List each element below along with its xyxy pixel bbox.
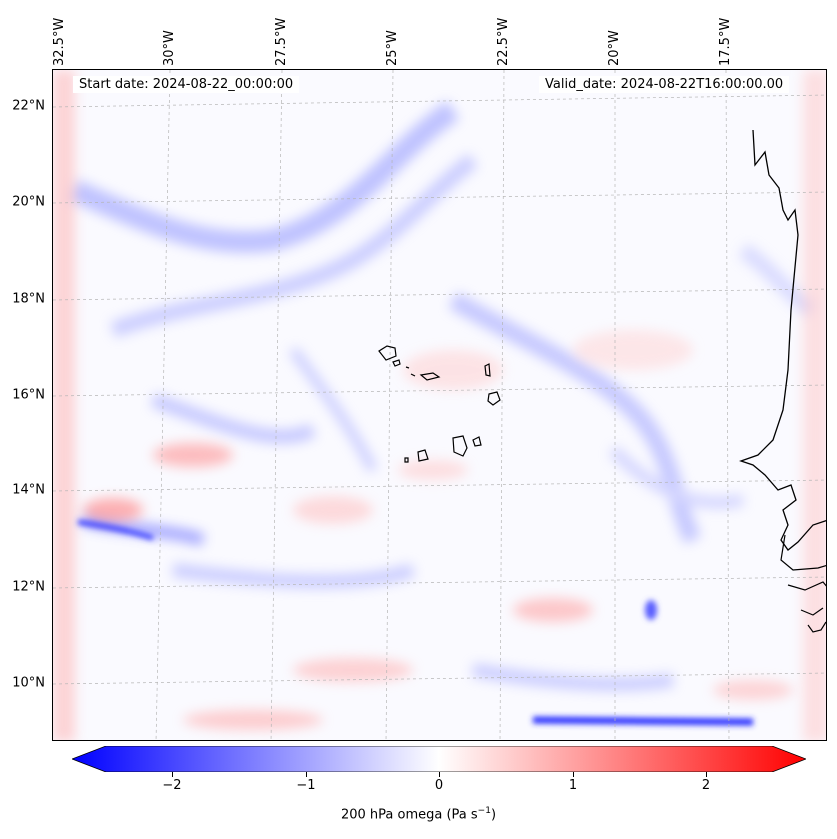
colorbar-tick-1: 1 [568, 778, 578, 793]
colorbar-tickmark-neg2 [172, 772, 173, 777]
omega-colorbar [72, 746, 806, 772]
lon-label-22-5w: 22.5°W [496, 17, 511, 66]
lon-label-30w: 30°W [162, 30, 177, 66]
cape-verde-islands [378, 345, 501, 463]
lon-label-20w: 20°W [607, 30, 622, 66]
colorbar-tickmark-neg1 [306, 772, 307, 777]
positive-omega-patches [53, 70, 826, 740]
lat-label-18n: 18°N [12, 291, 45, 307]
west-africa-coastline [738, 129, 826, 551]
colorbar-gradient [72, 746, 806, 772]
colorbar-tickmark-2 [706, 772, 707, 777]
lat-label-22n: 22°N [12, 98, 45, 114]
colorbar-tickmark-0 [439, 772, 440, 777]
lon-label-27-5w: 27.5°W [274, 17, 289, 66]
colorbar-tick-2: 2 [701, 778, 711, 793]
negative-omega-bands [68, 100, 818, 692]
lon-label-25w: 25°W [385, 30, 400, 66]
colorbar-tick-0: 0 [434, 778, 444, 793]
valid-date-label: Valid_date: 2024-08-22T16:00:00.00 [539, 76, 790, 93]
colorbar-tickmark-1 [573, 772, 574, 777]
colorbar-label: 200 hPa omega (Pa s−1) [340, 806, 497, 823]
lon-label-32-5w: 32.5°W [52, 17, 67, 66]
colorbar-tick-neg1: −1 [296, 778, 316, 793]
lon-label-17-5w: 17.5°W [718, 17, 733, 66]
graticule [53, 70, 826, 740]
colorbar-tick-neg2: −2 [162, 778, 182, 793]
lat-label-14n: 14°N [12, 482, 45, 498]
map-panel[interactable] [52, 69, 827, 741]
lat-label-12n: 12°N [12, 579, 45, 595]
lat-label-20n: 20°N [12, 194, 45, 210]
lat-label-16n: 16°N [12, 387, 45, 403]
start-date-label: Start date: 2024-08-22_00:00:00 [73, 76, 300, 93]
guinea-bissau-coastline [780, 534, 826, 633]
lat-label-10n: 10°N [12, 675, 45, 691]
strong-omega-features [77, 519, 754, 726]
omega-field-map [53, 70, 826, 740]
